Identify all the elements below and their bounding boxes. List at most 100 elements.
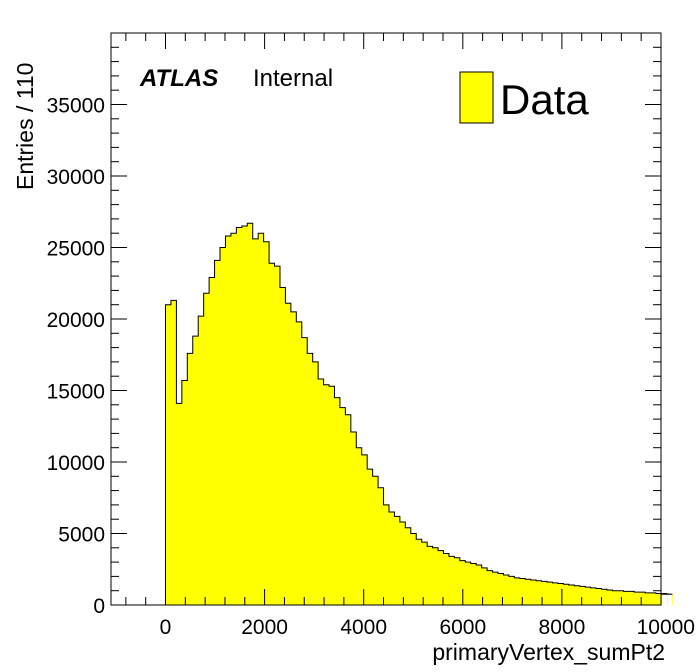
histogram-bin <box>476 564 483 605</box>
histogram-bin <box>399 522 406 605</box>
histogram-bin <box>459 560 466 605</box>
histogram-bin <box>192 336 199 605</box>
histogram-bin <box>367 469 374 605</box>
histogram-bin <box>361 454 368 605</box>
histogram-bin <box>487 570 494 605</box>
y-tick-label: 15000 <box>47 381 105 404</box>
y-tick-label: 25000 <box>47 238 105 261</box>
histogram-bin <box>519 578 526 605</box>
histogram-bin <box>481 567 488 605</box>
histogram-bin <box>634 592 641 605</box>
histogram-bin <box>220 247 227 605</box>
histogram-bin <box>541 581 548 605</box>
histogram-bin <box>612 590 619 605</box>
histogram-bin <box>388 512 396 605</box>
histogram-bin <box>285 303 292 605</box>
histogram-bin <box>503 574 510 605</box>
histogram-bin <box>176 403 183 605</box>
histogram-bin <box>579 586 586 605</box>
y-tick-label: 20000 <box>47 309 105 332</box>
x-tick-label: 8000 <box>539 616 586 639</box>
histogram-bin <box>290 311 297 605</box>
histogram-bin <box>628 591 635 605</box>
histogram-bin <box>334 397 341 605</box>
histogram-bin <box>465 562 472 605</box>
y-tick-label: 35000 <box>47 95 105 118</box>
histogram-bin <box>563 584 570 605</box>
histogram-bin <box>492 572 499 605</box>
histogram-bin <box>247 223 254 605</box>
histogram-bin <box>203 293 210 605</box>
histogram-bin <box>181 380 188 605</box>
histogram-bin <box>356 447 363 605</box>
histogram-bin <box>470 563 477 605</box>
histogram-bin <box>318 379 325 605</box>
histogram-bin <box>530 579 537 605</box>
histogram-bin <box>547 582 554 605</box>
histogram-bin <box>394 516 401 605</box>
histogram-bin <box>438 550 445 605</box>
y-tick-labels: 0 5000 10000 15000 20000 25000 30000 35000 <box>47 95 105 619</box>
histogram-bin <box>263 241 270 605</box>
histogram-bin <box>170 300 178 605</box>
histogram-bin <box>623 591 630 605</box>
x-axis-title: primaryVertex_sumPt2 <box>432 639 665 665</box>
plot-frame <box>110 32 662 606</box>
x-tick-labels: 0 2000 4000 6000 8000 10000 <box>160 616 695 639</box>
histogram-bin <box>666 593 668 605</box>
histogram-bin <box>639 592 646 605</box>
legend-label: Data <box>500 76 589 123</box>
histogram-bars <box>165 222 673 606</box>
histogram-bin <box>350 431 357 605</box>
histogram-bin <box>296 321 303 605</box>
histogram-bin <box>574 585 581 605</box>
histogram-bin <box>672 594 673 605</box>
histogram-bin <box>606 589 614 605</box>
x-tick-label: 6000 <box>439 616 486 639</box>
histogram-bin <box>241 226 248 606</box>
histogram-bin <box>165 304 172 605</box>
histogram-bin <box>421 542 428 605</box>
histogram-bin <box>601 589 608 605</box>
legend: Data <box>459 71 589 124</box>
histogram-bin <box>443 553 450 605</box>
y-tick-label: 30000 <box>47 166 105 189</box>
histogram-bin <box>274 266 281 605</box>
histogram-bin <box>236 227 243 606</box>
legend-swatch <box>459 71 494 124</box>
histogram-bin <box>661 593 663 605</box>
histogram-bin <box>410 533 417 605</box>
atlas-label: ATLAS Internal <box>139 65 333 92</box>
histogram-bin <box>187 353 194 605</box>
histogram-bin <box>650 592 657 605</box>
x-tick-label: 4000 <box>340 616 387 639</box>
histogram-bin <box>378 487 385 605</box>
histogram-bin <box>312 361 319 605</box>
histogram-bin <box>225 236 232 605</box>
histogram-bin <box>568 584 575 605</box>
histogram-bin <box>448 556 455 605</box>
histogram-bin <box>209 277 216 605</box>
histogram-bin <box>552 582 559 605</box>
histogram-bin <box>536 580 543 605</box>
x-tick-label: 2000 <box>241 616 288 639</box>
y-tick-label: 0 <box>93 595 105 618</box>
histogram-bin <box>645 592 652 605</box>
histogram-bin <box>596 588 603 605</box>
histogram-bin <box>345 414 352 605</box>
histogram-bin <box>514 577 521 605</box>
histogram-bin <box>508 576 515 605</box>
histogram-bin <box>497 573 505 605</box>
histogram-bin <box>585 587 592 605</box>
atlas-label-bold: ATLAS <box>139 65 218 92</box>
histogram-bin <box>323 384 330 605</box>
histogram-bin <box>557 583 564 605</box>
histogram-bin <box>279 287 287 605</box>
y-tick-label: 5000 <box>58 524 105 547</box>
y-tick-label: 10000 <box>47 452 105 475</box>
histogram-bin <box>339 407 346 605</box>
y-axis-title: Entries / 110 <box>12 63 38 190</box>
histogram-bin <box>198 316 205 605</box>
x-tick-label: 10000 <box>637 616 695 639</box>
